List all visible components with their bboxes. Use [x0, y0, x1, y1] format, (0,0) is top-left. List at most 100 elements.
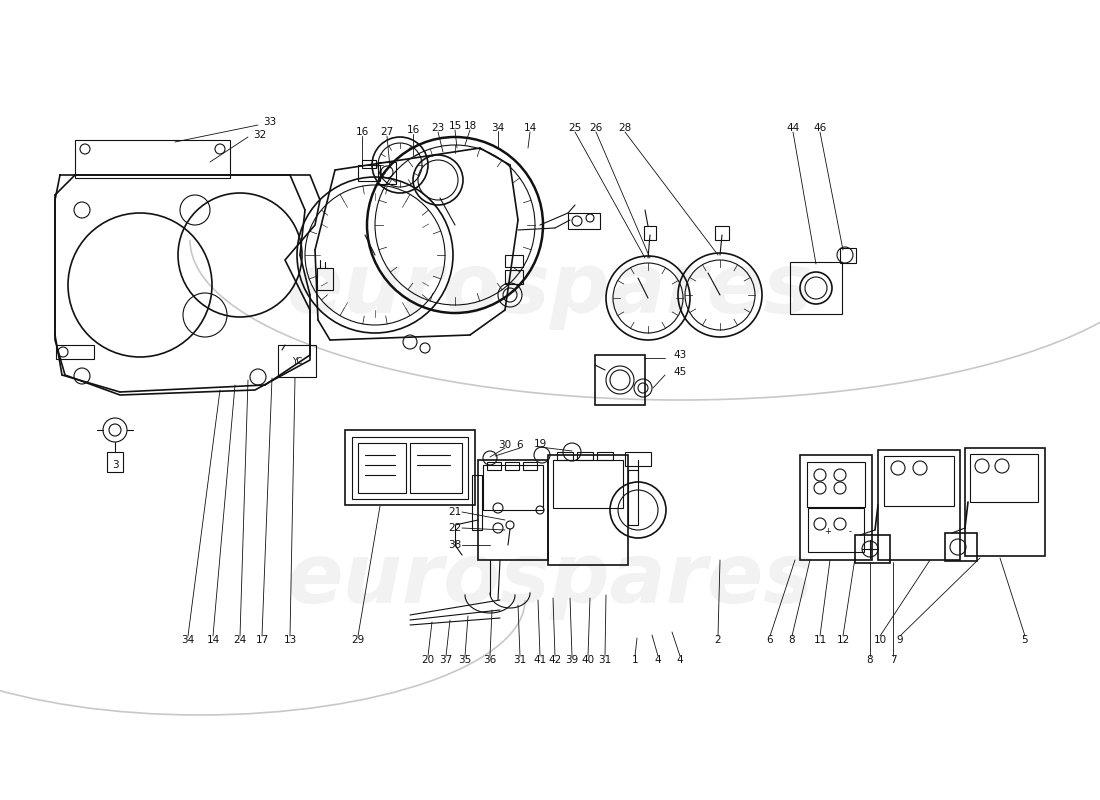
Text: 6: 6	[517, 440, 524, 450]
Text: 28: 28	[618, 123, 631, 133]
Bar	[352, 437, 468, 499]
Bar	[884, 456, 954, 506]
Bar	[790, 262, 842, 314]
Text: 7: 7	[890, 655, 896, 665]
Text: 41: 41	[534, 655, 547, 665]
Bar	[945, 533, 977, 561]
Text: 12: 12	[836, 635, 849, 645]
Text: 22: 22	[449, 523, 462, 533]
Text: 4: 4	[654, 655, 661, 665]
Text: 11: 11	[813, 635, 826, 645]
Text: +: +	[825, 527, 832, 537]
Text: 13: 13	[284, 635, 297, 645]
Text: 27: 27	[381, 127, 394, 137]
Bar	[808, 508, 864, 552]
Bar	[800, 455, 872, 560]
Bar	[472, 475, 482, 530]
Text: 21: 21	[449, 507, 462, 517]
Bar	[807, 462, 865, 507]
Text: -: -	[848, 527, 851, 537]
Bar	[75, 140, 230, 178]
Bar	[505, 255, 522, 267]
Text: 15: 15	[449, 121, 462, 131]
Text: 23: 23	[431, 123, 444, 133]
Bar	[595, 355, 645, 405]
Bar	[878, 450, 960, 560]
Text: 30: 30	[498, 440, 512, 450]
Bar	[483, 465, 543, 510]
Text: 5: 5	[1022, 635, 1028, 645]
Bar	[107, 452, 123, 472]
Text: 33: 33	[263, 117, 276, 127]
Bar	[358, 443, 406, 493]
Bar	[965, 448, 1045, 556]
Text: 9: 9	[896, 635, 903, 645]
Bar	[487, 462, 500, 470]
Bar	[568, 213, 600, 229]
Text: 37: 37	[439, 655, 452, 665]
Text: 16: 16	[406, 125, 419, 135]
Bar	[505, 270, 522, 284]
Text: 20: 20	[421, 655, 434, 665]
Bar	[597, 452, 613, 460]
Text: 42: 42	[549, 655, 562, 665]
Bar	[478, 460, 548, 560]
Text: 16: 16	[355, 127, 368, 137]
Bar	[362, 160, 376, 168]
Bar	[56, 345, 94, 359]
Bar	[345, 430, 475, 505]
Text: 25: 25	[569, 123, 582, 133]
Text: 43: 43	[673, 350, 686, 360]
Bar	[628, 470, 638, 525]
Text: 24: 24	[233, 635, 246, 645]
Text: 39: 39	[565, 655, 579, 665]
Text: 44: 44	[786, 123, 800, 133]
Text: 19: 19	[534, 439, 547, 449]
Text: 18: 18	[463, 121, 476, 131]
Text: 46: 46	[813, 123, 826, 133]
Text: 36: 36	[483, 655, 496, 665]
Bar	[553, 460, 623, 508]
Text: 32: 32	[253, 130, 266, 140]
Bar	[522, 462, 537, 470]
Text: 8: 8	[789, 635, 795, 645]
Text: 4: 4	[676, 655, 683, 665]
Text: 17: 17	[255, 635, 268, 645]
Text: 14: 14	[207, 635, 220, 645]
Text: eurospares: eurospares	[286, 539, 814, 621]
Bar	[715, 226, 729, 240]
Bar	[278, 345, 316, 377]
Bar	[840, 248, 856, 263]
Text: 26: 26	[590, 123, 603, 133]
Bar	[644, 226, 656, 240]
Text: 34: 34	[182, 635, 195, 645]
Bar	[970, 454, 1038, 502]
Text: YC: YC	[292, 357, 302, 366]
Bar	[410, 443, 462, 493]
Bar	[548, 455, 628, 565]
Bar	[505, 462, 519, 470]
Text: 38: 38	[449, 540, 462, 550]
Bar	[557, 452, 573, 460]
Bar	[855, 535, 890, 563]
Text: eurospares: eurospares	[286, 250, 814, 330]
Text: 1: 1	[631, 655, 638, 665]
Bar	[625, 452, 651, 466]
Text: 10: 10	[873, 635, 887, 645]
Text: 31: 31	[598, 655, 612, 665]
Text: 35: 35	[459, 655, 472, 665]
Text: 8: 8	[867, 655, 873, 665]
Text: 34: 34	[492, 123, 505, 133]
Text: 31: 31	[514, 655, 527, 665]
Bar	[378, 162, 396, 184]
Text: 3: 3	[112, 460, 119, 470]
Text: 40: 40	[582, 655, 595, 665]
Text: 6: 6	[767, 635, 773, 645]
Bar	[317, 268, 333, 290]
Text: 2: 2	[715, 635, 722, 645]
Text: 14: 14	[524, 123, 537, 133]
Bar	[578, 452, 593, 460]
Text: 45: 45	[673, 367, 686, 377]
Text: 29: 29	[351, 635, 364, 645]
Bar	[358, 165, 379, 181]
